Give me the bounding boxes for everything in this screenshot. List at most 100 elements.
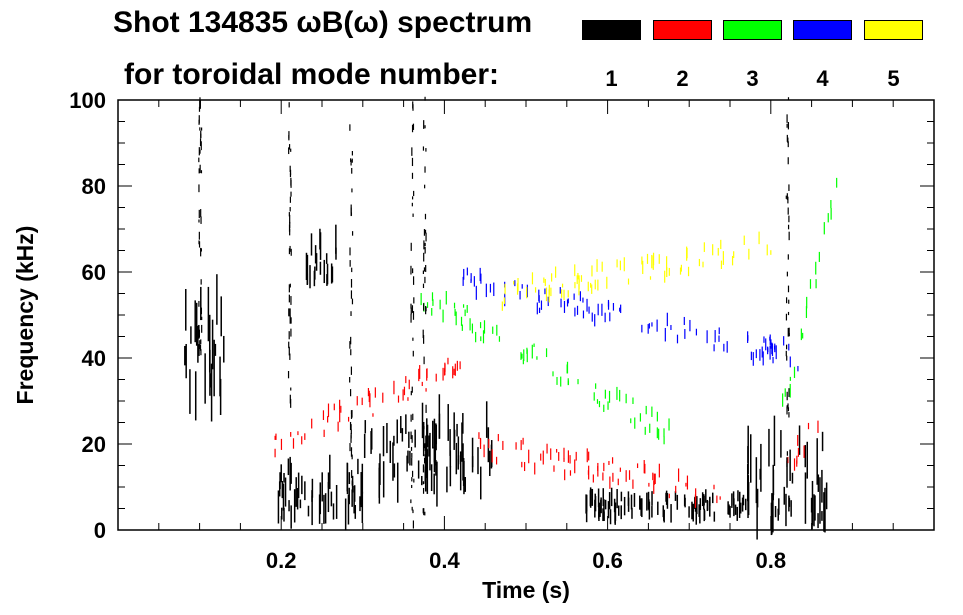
spectral-mark xyxy=(480,273,482,284)
spectral-mark xyxy=(778,498,780,515)
spectral-mark xyxy=(649,423,651,433)
spectral-mark xyxy=(789,376,791,381)
spectral-mark xyxy=(676,494,679,510)
streak-mark xyxy=(788,327,790,337)
spectral-mark xyxy=(593,392,595,401)
y-tick-label: 80 xyxy=(82,174,106,199)
spectral-mark xyxy=(453,368,455,376)
streak-mark xyxy=(351,167,353,174)
spectral-mark xyxy=(791,472,794,484)
spectral-mark xyxy=(823,222,825,235)
spectral-mark xyxy=(630,418,632,424)
spectral-mark xyxy=(204,353,206,404)
legend-swatch-mode-4 xyxy=(793,20,852,40)
spectral-mark xyxy=(454,363,456,376)
series-mode-2 xyxy=(478,432,721,508)
streak-mark xyxy=(410,313,412,323)
spectral-mark xyxy=(433,473,435,495)
spectral-mark xyxy=(223,335,225,363)
spectral-mark xyxy=(425,444,427,474)
spectral-mark xyxy=(277,490,280,524)
streak-mark xyxy=(411,457,413,466)
spectral-mark xyxy=(459,451,462,491)
spectral-mark xyxy=(339,399,341,410)
spectral-mark xyxy=(184,345,186,366)
spectral-mark xyxy=(210,373,212,388)
chart-title-line1: Shot 134835 ωB(ω) spectrum xyxy=(113,6,533,39)
spectral-mark xyxy=(526,349,528,363)
streak-mark xyxy=(288,331,290,340)
spectral-mark xyxy=(683,316,685,326)
legend-label-mode-5: 5 xyxy=(887,66,900,91)
streak-mark xyxy=(200,141,202,151)
spectral-mark xyxy=(603,511,605,522)
spectral-mark xyxy=(656,427,658,439)
spectral-mark xyxy=(295,477,297,507)
spectral-mark xyxy=(408,431,410,448)
streak-mark xyxy=(198,300,200,307)
spectral-mark xyxy=(438,394,441,439)
x-tick-label: 0.2 xyxy=(266,548,297,573)
spectral-mark xyxy=(632,479,634,489)
spectral-mark xyxy=(761,346,763,358)
spectral-mark xyxy=(648,482,650,487)
spectral-mark xyxy=(446,466,448,493)
streak-mark xyxy=(199,344,202,351)
spectral-mark xyxy=(504,283,506,295)
streak-mark xyxy=(290,191,292,197)
streak-mark xyxy=(201,324,203,333)
streak-mark xyxy=(422,508,424,514)
spectral-mark xyxy=(452,366,454,379)
streak-mark xyxy=(349,389,352,397)
streak-mark xyxy=(351,150,353,156)
spectral-mark xyxy=(616,489,618,509)
streak-mark xyxy=(288,294,290,303)
spectral-mark xyxy=(466,304,468,313)
spectral-mark xyxy=(619,467,621,472)
spectral-mark xyxy=(806,441,808,479)
spectral-mark xyxy=(353,485,356,502)
spectral-mark xyxy=(555,266,557,278)
spectral-mark xyxy=(521,353,523,359)
spectral-mark xyxy=(588,451,590,461)
spectral-mark xyxy=(597,462,599,477)
streak-mark xyxy=(200,216,202,224)
spectral-mark xyxy=(627,491,630,506)
streak-mark xyxy=(786,406,788,415)
spectral-mark xyxy=(426,424,429,447)
spectral-mark xyxy=(775,345,777,360)
spectral-mark xyxy=(409,450,411,466)
spectral-mark xyxy=(773,415,776,466)
spectral-mark xyxy=(284,477,287,507)
spectral-mark xyxy=(668,418,670,431)
streak-mark xyxy=(289,165,291,173)
streak-mark xyxy=(787,224,790,230)
streak-mark xyxy=(289,353,291,360)
spectral-mark xyxy=(479,437,482,449)
spectral-mark xyxy=(771,342,773,355)
spectral-mark xyxy=(453,302,456,309)
spectral-mark xyxy=(752,352,754,366)
streak-mark xyxy=(787,407,790,412)
streak-mark xyxy=(424,242,426,247)
streak-mark xyxy=(787,254,789,260)
spectral-mark xyxy=(318,494,321,524)
spectral-mark xyxy=(483,444,485,458)
spectral-mark xyxy=(456,360,458,371)
streak-mark xyxy=(198,115,200,124)
spectral-mark xyxy=(470,273,472,282)
series-mode-3 xyxy=(782,177,838,407)
streak-mark xyxy=(350,433,352,439)
streak-mark xyxy=(349,247,351,256)
streak-mark xyxy=(786,123,788,128)
spectral-mark xyxy=(324,493,327,524)
spectral-mark xyxy=(821,511,823,521)
spectral-mark xyxy=(743,235,745,245)
spectral-mark xyxy=(830,200,832,209)
spectral-mark xyxy=(790,500,792,517)
spectral-mark xyxy=(664,327,666,342)
streak-mark xyxy=(350,207,352,217)
spectral-mark xyxy=(513,280,515,285)
spectral-mark xyxy=(713,484,715,490)
